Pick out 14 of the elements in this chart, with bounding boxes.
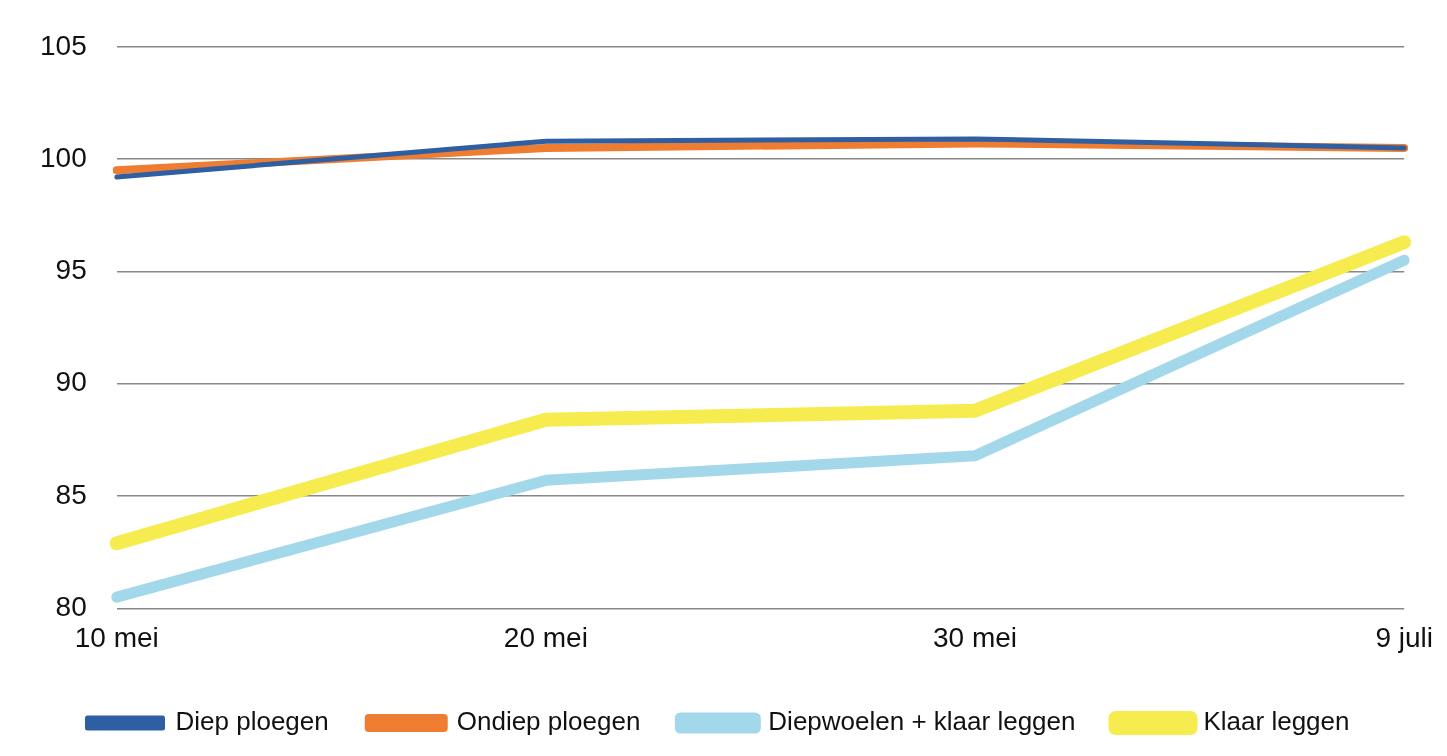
x-tick-label: 10 mei xyxy=(74,621,159,653)
legend-label: Klaar leggen xyxy=(1203,706,1350,737)
y-tick-label: 80 xyxy=(55,591,87,623)
legend-label: Diep ploegen xyxy=(175,706,329,737)
y-tick-label: 105 xyxy=(40,29,87,61)
legend-label: Ondiep ploegen xyxy=(456,706,641,737)
y-tick-label: 90 xyxy=(55,366,87,398)
x-tick-label: 9 juli xyxy=(1375,621,1433,653)
x-tick-label: 30 mei xyxy=(933,621,1018,653)
y-tick-label: 95 xyxy=(55,254,87,286)
y-tick-label: 85 xyxy=(55,478,87,510)
legend-label: Diepwoelen + klaar leggen xyxy=(768,706,1076,737)
y-tick-label: 100 xyxy=(40,141,87,173)
x-tick-label: 20 mei xyxy=(503,621,588,653)
